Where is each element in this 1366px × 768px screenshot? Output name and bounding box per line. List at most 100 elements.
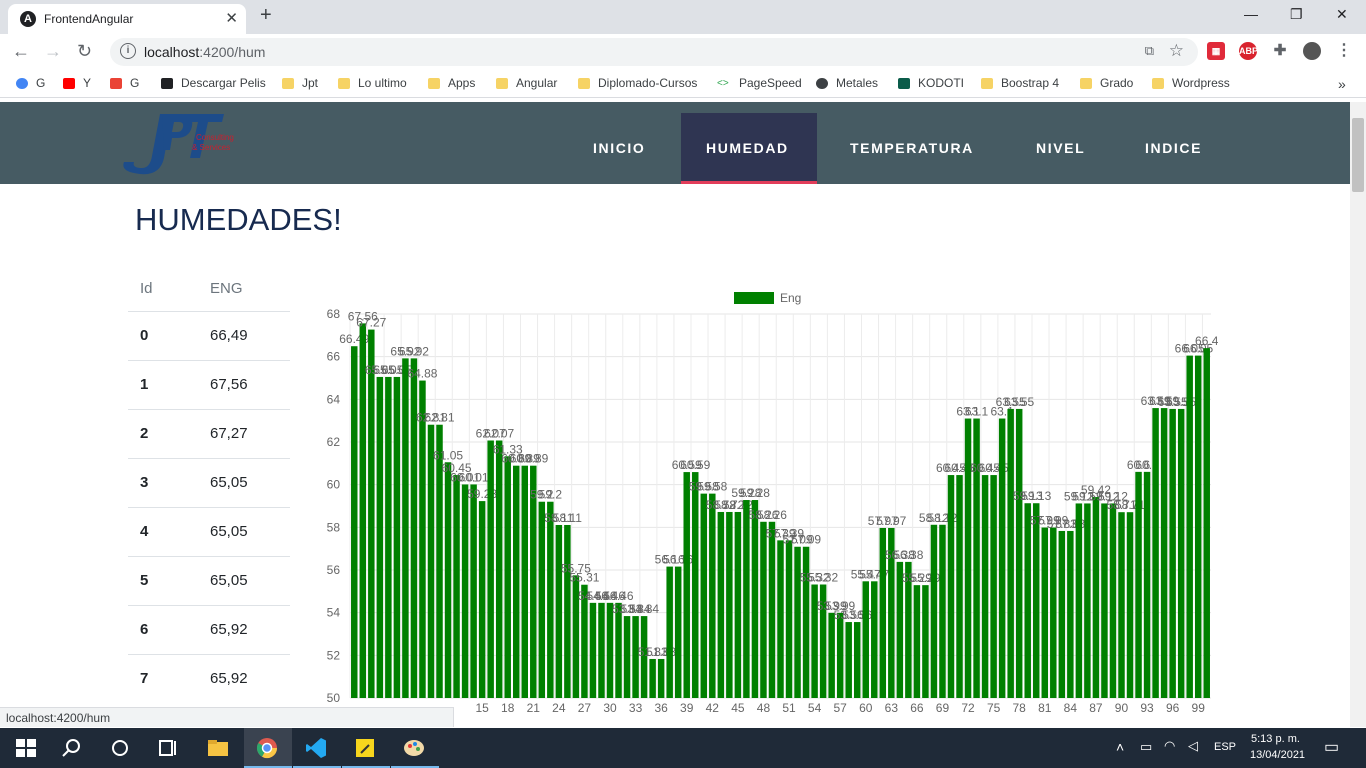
browser-tab[interactable]: A FrontendAngular ✕ — [8, 4, 246, 34]
scrollbar-thumb[interactable] — [1352, 118, 1364, 192]
menu-kebab-icon[interactable]: ⋮ — [1336, 42, 1352, 59]
bookmark-item[interactable]: Diplomado-Cursos — [578, 76, 697, 90]
bar-value-label: 57.99 — [1038, 514, 1068, 528]
adblock-icon[interactable]: ABP — [1239, 42, 1258, 60]
bar-value-label: 59.58 — [689, 480, 719, 494]
minimize-icon[interactable]: — — [1244, 6, 1258, 22]
folder-icon — [578, 77, 590, 89]
bookmark-item[interactable]: Jpt — [282, 76, 318, 90]
svg-text:& Services: & Services — [192, 143, 230, 152]
forward-icon[interactable]: → — [44, 41, 62, 61]
bar — [888, 527, 895, 698]
bar — [1092, 497, 1100, 698]
bar — [1160, 408, 1168, 698]
bookmark-item[interactable]: Angular — [496, 76, 557, 90]
clock-time[interactable]: 5:13 p. m. — [1251, 733, 1300, 745]
extensions-puzzle-icon[interactable]: ✚ — [1273, 42, 1287, 59]
more-bookmarks-icon[interactable]: » — [1338, 76, 1346, 92]
bar-value-label: 65.05 — [365, 363, 395, 377]
search-icon[interactable] — [60, 736, 84, 760]
nav-temperatura[interactable]: TEMPERATURA — [850, 140, 974, 156]
profile-avatar[interactable] — [1303, 42, 1321, 60]
sticky-notes-icon[interactable] — [353, 736, 377, 760]
bar-value-label: 55.75 — [561, 561, 591, 575]
bar-value-label: 65.92 — [390, 344, 420, 358]
file-explorer-icon[interactable] — [206, 736, 230, 760]
bar — [1169, 408, 1176, 698]
bar — [640, 616, 648, 698]
paint-icon[interactable] — [402, 736, 426, 760]
x-tick-label: 60 — [859, 701, 873, 715]
bar-value-label: 59.58 — [697, 480, 727, 494]
nav-humedad[interactable]: HUMEDAD — [706, 140, 789, 156]
maximize-icon[interactable]: ❐ — [1290, 6, 1303, 22]
bar — [862, 581, 869, 698]
angular-icon: A — [20, 11, 36, 27]
language-indicator[interactable]: ESP — [1214, 741, 1237, 753]
x-tick-label: 27 — [578, 701, 592, 715]
bar-value-label: 63.55 — [1004, 395, 1034, 409]
bar-value-label: 54.46 — [595, 589, 625, 603]
bar — [785, 540, 793, 698]
bar — [589, 602, 597, 698]
bookmark-item[interactable]: Descargar Pelis — [161, 76, 266, 90]
gmail-icon — [110, 77, 122, 89]
battery-icon[interactable]: ▭ — [1140, 739, 1153, 754]
y-tick-label: 52 — [327, 648, 341, 662]
task-view-icon[interactable] — [156, 736, 180, 760]
taskbar-running-underline — [391, 766, 439, 768]
nav-inicio[interactable]: INICIO — [593, 140, 646, 156]
back-icon[interactable]: ← — [12, 41, 30, 61]
bookmark-star-icon[interactable]: ☆ — [1168, 41, 1184, 60]
extension-icon[interactable]: ▦ — [1207, 42, 1225, 60]
windows-start-icon[interactable] — [14, 736, 38, 760]
bookmark-item[interactable]: G — [110, 76, 139, 90]
translate-icon[interactable]: ⧉ — [1144, 43, 1154, 58]
close-tab-icon[interactable]: ✕ — [225, 10, 238, 27]
bar — [956, 475, 963, 698]
bookmark-item[interactable]: G — [16, 76, 45, 90]
address-bar[interactable]: i localhost:4200/hum ⧉ ☆ — [110, 38, 1198, 66]
bookmark-item[interactable]: Grado — [1080, 76, 1133, 90]
x-tick-label: 42 — [706, 701, 720, 715]
clock-date[interactable]: 13/04/2021 — [1250, 749, 1306, 761]
bar — [1058, 530, 1066, 698]
site-info-icon[interactable]: i — [120, 43, 136, 59]
bookmark-item[interactable]: Apps — [428, 76, 475, 90]
vscode-icon[interactable] — [304, 736, 328, 760]
bookmark-item[interactable]: Metales — [816, 76, 878, 90]
x-tick-label: 30 — [603, 701, 617, 715]
nav-nivel[interactable]: NIVEL — [1036, 140, 1086, 156]
wifi-icon[interactable]: ◠ — [1164, 738, 1176, 753]
bar — [947, 475, 955, 698]
window-close-icon[interactable]: ✕ — [1336, 6, 1348, 22]
bookmark-item[interactable]: Wordpress — [1152, 76, 1230, 90]
tray-chevron-icon[interactable]: ˄ — [1116, 739, 1125, 755]
new-tab-icon[interactable]: + — [260, 4, 272, 26]
cortana-icon[interactable] — [108, 736, 132, 760]
jpt-logo[interactable]: Consulting & Services — [120, 106, 250, 178]
notifications-icon[interactable]: ▭ — [1324, 739, 1340, 756]
bar — [1067, 530, 1074, 698]
bar-value-label: 57.83 — [1047, 517, 1077, 531]
bookmark-item[interactable]: <> PageSpeed — [717, 76, 802, 90]
bookmark-item[interactable]: Boostrap 4 — [981, 76, 1059, 90]
reload-icon[interactable]: ↻ — [77, 41, 93, 61]
x-tick-label: 69 — [936, 701, 950, 715]
bookmark-item[interactable]: Y — [63, 76, 91, 90]
x-tick-label: 75 — [987, 701, 1001, 715]
bar — [368, 329, 375, 698]
chrome-icon[interactable] — [255, 736, 279, 760]
volume-icon[interactable]: ◁ — [1188, 738, 1198, 753]
bar — [674, 566, 682, 698]
bookmark-item[interactable]: KODOTI — [898, 76, 964, 90]
bar-value-label: 59.13 — [1013, 489, 1043, 503]
page-scrollbar[interactable] — [1350, 102, 1366, 727]
bookmark-item[interactable]: Lo ultimo — [338, 76, 407, 90]
folder-icon — [282, 77, 294, 89]
bar-value-label: 57.99 — [1030, 514, 1060, 528]
nav-indice[interactable]: INDICE — [1145, 140, 1203, 156]
bar — [828, 612, 835, 698]
bar — [802, 546, 810, 698]
bar — [1084, 503, 1091, 698]
